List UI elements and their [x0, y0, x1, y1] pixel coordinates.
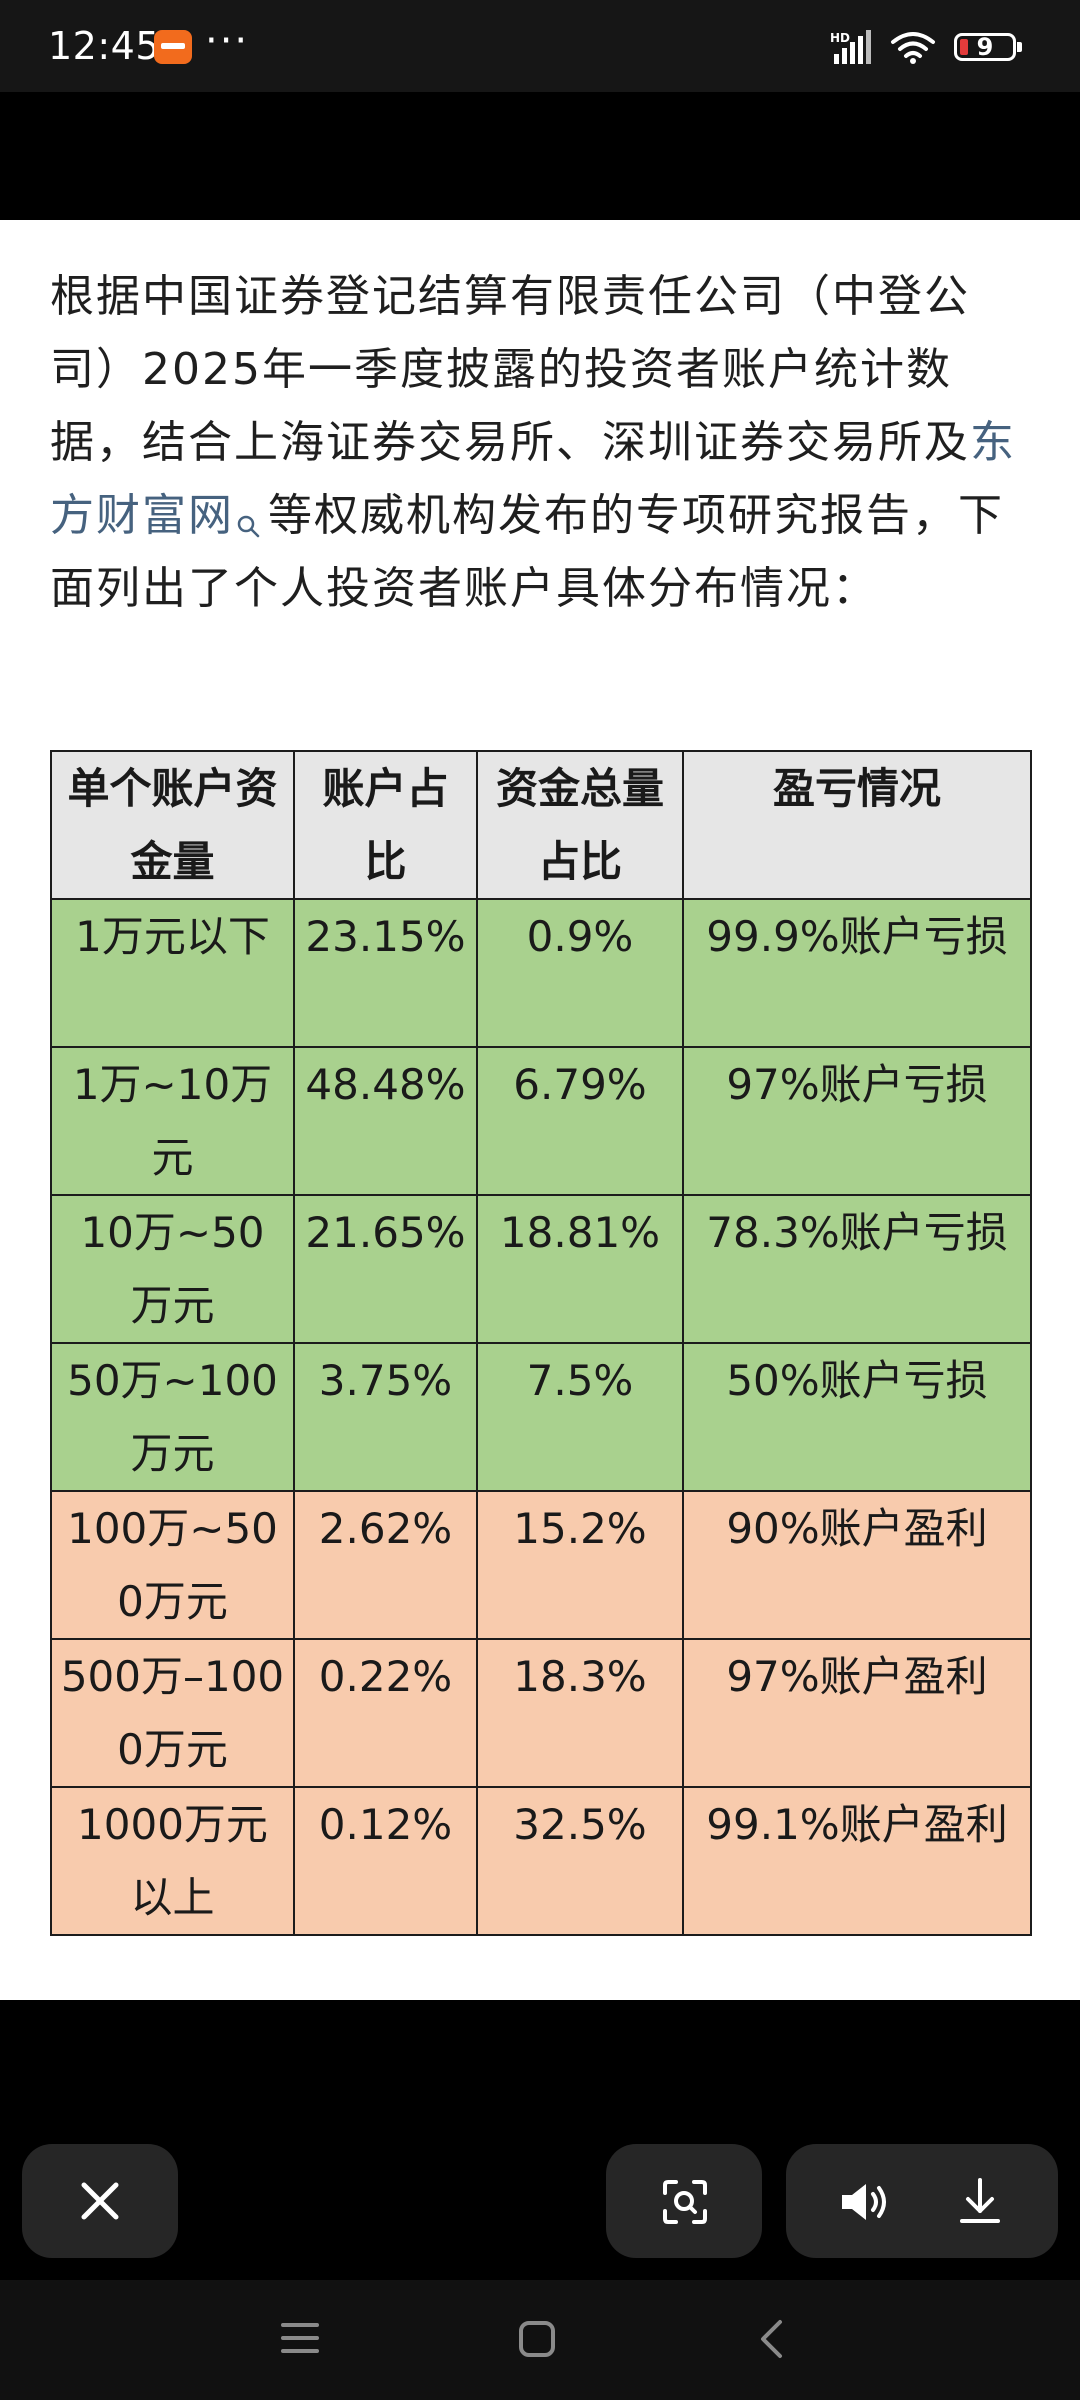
- cell-fund-range: 500万–1000万元: [50, 1638, 295, 1788]
- battery-icon: 9: [954, 33, 1022, 61]
- battery-level: 9: [976, 33, 994, 61]
- status-time: 12:45: [48, 24, 161, 68]
- cell-account-share: 0.22%: [293, 1638, 478, 1788]
- header-account-share: 账户占比: [293, 750, 478, 900]
- cell-profit-loss: 97%账户亏损: [682, 1046, 1032, 1196]
- app-notification-icon: [154, 30, 192, 64]
- table-row: 50万~100万元 3.75% 7.5% 50%账户亏损: [50, 1342, 1032, 1492]
- download-icon[interactable]: [958, 2177, 1002, 2225]
- cell-account-share: 48.48%: [293, 1046, 478, 1196]
- cell-profit-loss: 50%账户亏损: [682, 1342, 1032, 1492]
- table-row: 1万~10万元 48.48% 6.79% 97%账户亏损: [50, 1046, 1032, 1196]
- cell-fund-range: 1万元以下: [50, 898, 295, 1048]
- more-notifications-icon: ···: [205, 18, 250, 64]
- cell-fund-share: 6.79%: [476, 1046, 684, 1196]
- cell-fund-share: 7.5%: [476, 1342, 684, 1492]
- header-fund-share: 资金总量占比: [476, 750, 684, 900]
- status-bar: 12:45 ··· HD 9: [0, 0, 1080, 92]
- cell-account-share: 23.15%: [293, 898, 478, 1048]
- cell-account-share: 3.75%: [293, 1342, 478, 1492]
- cell-profit-loss: 99.9%账户亏损: [682, 898, 1032, 1048]
- header-fund-range: 单个账户资金量: [50, 750, 295, 900]
- system-nav-bar: [0, 2280, 1080, 2400]
- cell-fund-share: 32.5%: [476, 1786, 684, 1936]
- battery-level-fill: [960, 39, 968, 55]
- cell-fund-share: 18.3%: [476, 1638, 684, 1788]
- signal-icon: HD: [830, 30, 871, 64]
- network-label: HD: [830, 31, 850, 45]
- header-profit-loss: 盈亏情况: [682, 750, 1032, 900]
- intro-text-2: 等权威机构发布的专项研究报告，下面列出了个人投资者账户具体分布情况：: [50, 490, 1004, 614]
- table-row: 10万~50万元 21.65% 18.81% 78.3%账户亏损: [50, 1194, 1032, 1344]
- back-icon[interactable]: [756, 2318, 786, 2360]
- cell-fund-share: 18.81%: [476, 1194, 684, 1344]
- close-button[interactable]: [22, 2144, 178, 2258]
- cell-fund-range: 10万~50万元: [50, 1194, 295, 1344]
- table-header-row: 单个账户资金量 账户占比 资金总量占比 盈亏情况: [50, 750, 1032, 900]
- intro-link[interactable]: 东方财富网: [50, 417, 1016, 541]
- table-row: 1万元以下 23.15% 0.9% 99.9%账户亏损: [50, 898, 1032, 1048]
- cell-account-share: 0.12%: [293, 1786, 478, 1936]
- volume-icon[interactable]: [838, 2180, 892, 2224]
- table-row: 100万~500万元 2.62% 15.2% 90%账户盈利: [50, 1490, 1032, 1640]
- cell-fund-range: 1万~10万元: [50, 1046, 295, 1196]
- media-controls: [786, 2144, 1058, 2258]
- intro-text-1: 根据中国证券登记结算有限责任公司（中登公司）2025年一季度披露的投资者账户统计…: [50, 271, 970, 468]
- investor-account-table: 单个账户资金量 账户占比 资金总量占比 盈亏情况 1万元以下 23.15% 0.…: [50, 750, 1032, 1936]
- scan-button[interactable]: [606, 2144, 762, 2258]
- cell-fund-range: 100万~500万元: [50, 1490, 295, 1640]
- article-content: 根据中国证券登记结算有限责任公司（中登公司）2025年一季度披露的投资者账户统计…: [0, 220, 1080, 2000]
- article-intro: 根据中国证券登记结算有限责任公司（中登公司）2025年一季度披露的投资者账户统计…: [50, 260, 1035, 625]
- cell-profit-loss: 78.3%账户亏损: [682, 1194, 1032, 1344]
- cell-account-share: 21.65%: [293, 1194, 478, 1344]
- wifi-icon: [891, 32, 935, 64]
- scan-icon: [663, 2180, 707, 2224]
- table-row: 500万–1000万元 0.22% 18.3% 97%账户盈利: [50, 1638, 1032, 1788]
- close-icon: [81, 2182, 119, 2220]
- cell-fund-range: 50万~100万元: [50, 1342, 295, 1492]
- cell-account-share: 2.62%: [293, 1490, 478, 1640]
- table-row: 1000万元以上 0.12% 32.5% 99.1%账户盈利: [50, 1786, 1032, 1936]
- search-icon[interactable]: [236, 489, 262, 538]
- cell-fund-share: 15.2%: [476, 1490, 684, 1640]
- cell-profit-loss: 90%账户盈利: [682, 1490, 1032, 1640]
- cell-fund-share: 0.9%: [476, 898, 684, 1048]
- cell-fund-range: 1000万元以上: [50, 1786, 295, 1936]
- cell-profit-loss: 97%账户盈利: [682, 1638, 1032, 1788]
- home-icon[interactable]: [517, 2319, 557, 2359]
- menu-icon[interactable]: [280, 2320, 320, 2356]
- cell-profit-loss: 99.1%账户盈利: [682, 1786, 1032, 1936]
